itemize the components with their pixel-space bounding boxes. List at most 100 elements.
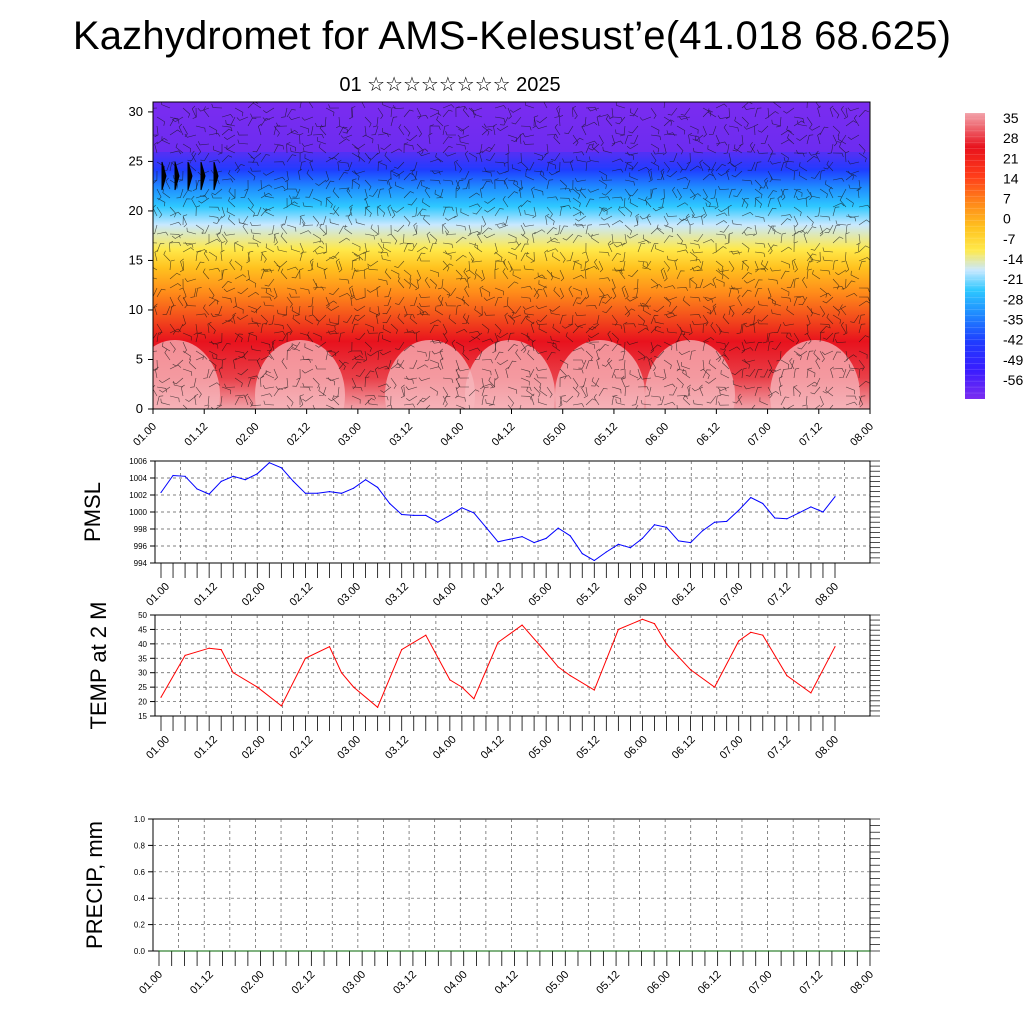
wind-barb xyxy=(598,196,611,201)
wind-barb xyxy=(650,107,657,119)
temp2m-x-tick-label: 04.12 xyxy=(479,734,507,762)
wind-barb xyxy=(338,161,350,168)
wind-barb xyxy=(845,120,857,127)
pmsl-data-point xyxy=(256,473,258,475)
wind-barb xyxy=(273,323,285,330)
wind-barb xyxy=(811,377,821,387)
wind-barb xyxy=(220,249,225,262)
temp2m-data-point xyxy=(473,698,475,700)
wind-barb xyxy=(806,332,812,345)
wind-barb xyxy=(221,128,233,136)
wind-barb xyxy=(843,323,848,336)
wind-barb xyxy=(388,186,393,199)
wind-barb xyxy=(403,344,415,352)
wind-barb xyxy=(442,104,455,109)
wind-barb xyxy=(559,225,569,235)
wind-barb xyxy=(819,188,828,198)
wind-barb xyxy=(587,188,600,193)
wind-barb xyxy=(507,233,517,242)
temp2m-y-tick-label: 50 xyxy=(138,611,147,620)
wind-barb xyxy=(411,169,418,181)
wind-barb xyxy=(434,189,444,199)
wind-barb xyxy=(315,341,327,348)
wind-barb xyxy=(512,271,522,280)
wind-barb xyxy=(329,318,340,325)
wind-barb xyxy=(585,198,595,208)
wind-barb xyxy=(165,177,171,190)
wind-barb xyxy=(276,309,288,316)
wind-barb xyxy=(322,224,327,236)
wind-barb xyxy=(273,260,281,272)
wind-barb xyxy=(728,232,734,244)
wind-barb xyxy=(754,179,762,191)
wind-barb xyxy=(676,242,687,249)
wind-barb xyxy=(210,313,223,318)
wind-barb xyxy=(353,267,366,272)
wind-barb xyxy=(390,363,402,370)
wind-barb xyxy=(416,269,422,282)
wind-barb xyxy=(237,139,249,145)
wind-barb xyxy=(840,304,847,316)
wind-barb xyxy=(751,404,756,409)
pmsl-y-tick-label: 1004 xyxy=(129,474,147,483)
wind-barb xyxy=(213,145,223,154)
wind-barb xyxy=(182,107,191,118)
wind-barb xyxy=(715,323,722,335)
wind-barb xyxy=(182,190,192,199)
wind-barb xyxy=(474,305,483,316)
temp2m-data-point xyxy=(653,623,656,625)
wind-barb xyxy=(224,143,236,150)
wind-barb xyxy=(286,201,298,208)
wind-barb xyxy=(507,386,518,394)
wind-barb xyxy=(245,269,250,282)
wind-barb xyxy=(195,224,204,235)
pmsl-y-tick-label: 1002 xyxy=(129,491,147,500)
wind-barb xyxy=(546,179,554,190)
wind-barb xyxy=(707,145,717,154)
wind-barb xyxy=(338,225,348,235)
temp2m-data-point xyxy=(750,631,752,633)
temp2m-data-point xyxy=(377,706,379,708)
wind-barb xyxy=(621,375,626,388)
temp2m-x-tick-label: 01.12 xyxy=(192,734,220,762)
wind-barb xyxy=(806,253,817,262)
wind-barb xyxy=(260,314,268,326)
wind-barb xyxy=(591,234,600,244)
y-tick-label: 5 xyxy=(136,351,143,366)
wind-barb xyxy=(550,309,561,316)
wind-barb xyxy=(485,143,496,152)
wind-barb xyxy=(757,300,769,307)
wind-barb xyxy=(384,268,392,280)
wind-barb xyxy=(416,180,425,190)
wind-barb xyxy=(390,106,396,118)
wind-barb xyxy=(431,170,444,175)
wind-barb xyxy=(840,106,847,118)
wind-barb xyxy=(793,169,799,181)
wind-barb xyxy=(835,338,847,344)
wind-barb xyxy=(715,386,727,392)
wind-barb xyxy=(728,305,735,317)
wind-barb xyxy=(815,102,821,109)
wind-barb xyxy=(858,296,870,302)
precip-x-tick-label: 05.12 xyxy=(594,969,622,997)
wind-barb xyxy=(384,287,392,298)
wind-barb xyxy=(462,349,470,361)
wind-barb xyxy=(565,332,574,343)
wind-barb xyxy=(834,305,847,311)
wind-barb xyxy=(543,102,548,109)
wind-barb xyxy=(494,340,500,352)
wind-barb xyxy=(793,232,799,244)
wind-barb xyxy=(474,242,483,253)
wind-barb xyxy=(153,332,158,340)
wind-barb xyxy=(676,323,683,335)
temp2m-y-tick-label: 15 xyxy=(138,712,147,721)
wind-barb xyxy=(184,241,197,246)
wind-barb xyxy=(686,152,691,164)
wind-barb xyxy=(260,154,270,163)
pmsl-data-point xyxy=(533,542,535,544)
wind-barb xyxy=(156,206,163,218)
wind-barb xyxy=(813,349,821,361)
wind-barb xyxy=(845,174,857,181)
wind-barb xyxy=(286,344,298,352)
wind-barb xyxy=(559,359,569,369)
